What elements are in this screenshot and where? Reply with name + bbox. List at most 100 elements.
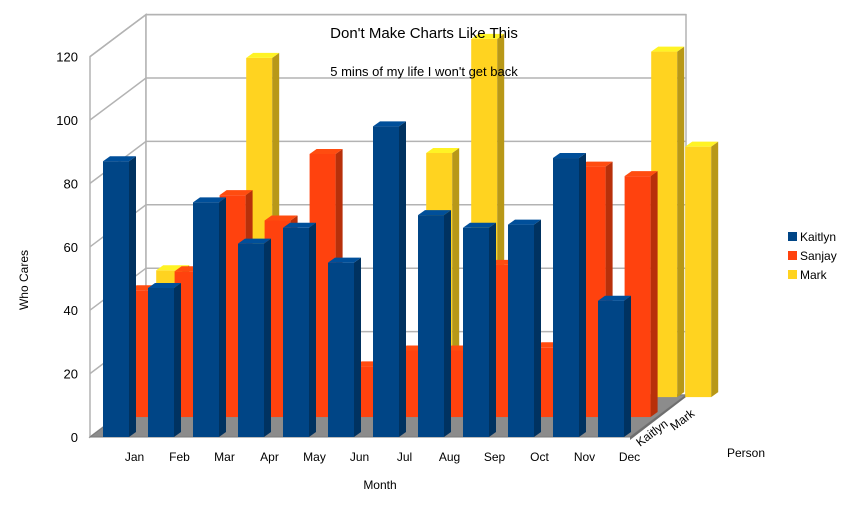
bar-top [598, 295, 631, 301]
bar-face [598, 300, 624, 437]
chart-subtitle: 5 mins of my life I won't get back [330, 64, 518, 79]
bar-kaitlyn-nov [553, 153, 586, 438]
bar-top [553, 153, 586, 159]
bar-top [418, 210, 451, 216]
bar-top [283, 222, 316, 228]
bar-side [444, 210, 451, 437]
gridline [89, 13, 686, 58]
bar-face [373, 126, 399, 437]
x-tick-label: Oct [530, 450, 549, 464]
bar-top [148, 283, 181, 289]
legend-label: Kaitlyn [800, 230, 836, 244]
bar-face [148, 288, 174, 437]
bar-kaitlyn-jan [103, 156, 136, 437]
bar-top [193, 197, 226, 203]
legend-label: Mark [800, 268, 828, 282]
bar-top [264, 215, 298, 221]
bar-side [650, 171, 658, 418]
bar-side [219, 197, 226, 437]
bar-side [399, 121, 406, 437]
bar-face [685, 146, 712, 398]
bar-top [103, 156, 136, 162]
depth-tick-label: Mark [667, 406, 698, 434]
x-tick-label: Sep [484, 450, 506, 464]
bar-face [193, 202, 219, 437]
bar-mark-extra [685, 141, 719, 398]
x-tick-label: May [303, 450, 326, 464]
x-tick-label: Nov [574, 450, 595, 464]
x-tick-label: Jan [125, 450, 144, 464]
x-tick-label: Aug [439, 450, 460, 464]
bar-kaitlyn-dec [598, 295, 631, 437]
bar-side [354, 257, 361, 437]
bar-side [579, 153, 586, 438]
gridline [89, 77, 686, 121]
bar-top [373, 121, 406, 127]
legend-label: Sanjay [800, 249, 837, 263]
bar-side [309, 222, 316, 437]
bar-face [238, 243, 264, 437]
legend-swatch [788, 270, 797, 279]
bar-top [579, 161, 613, 167]
bar-kaitlyn-oct [508, 219, 541, 437]
legend-swatch [788, 251, 797, 260]
bar-top [463, 222, 496, 228]
legend-swatch [788, 232, 797, 241]
bar-side [711, 141, 719, 398]
y-tick-label: 120 [56, 50, 78, 65]
floor-edge [630, 395, 686, 440]
y-tick-label: 60 [64, 240, 78, 255]
bar-kaitlyn-apr [238, 238, 271, 437]
bar-top [685, 141, 719, 147]
bar-top [246, 52, 280, 58]
bar-side [174, 283, 181, 437]
bar-top [328, 257, 361, 263]
bar-kaitlyn-sep [463, 222, 496, 437]
z-axis-label: Person [727, 446, 765, 460]
chart-bars [103, 33, 719, 438]
x-tick-label: Feb [169, 450, 190, 464]
y-tick-label: 80 [64, 176, 78, 191]
bar-top [238, 238, 271, 244]
bar-side [452, 148, 460, 398]
bar-side [489, 222, 496, 437]
bar-face [418, 215, 444, 437]
x-tick-label: Mar [214, 450, 235, 464]
bar-face [463, 227, 489, 437]
bar-kaitlyn-may [283, 222, 316, 437]
bar-kaitlyn-aug [418, 210, 451, 437]
bar-top [624, 171, 658, 177]
bar-side [264, 238, 271, 437]
bar-kaitlyn-jul [373, 121, 406, 437]
bar-top [426, 148, 460, 154]
bar-side [534, 219, 541, 437]
bar-top [219, 190, 253, 196]
chart-title: Don't Make Charts Like This [330, 25, 518, 42]
bar-face [328, 262, 354, 437]
bar-kaitlyn-mar [193, 197, 226, 437]
y-tick-label: 0 [71, 430, 78, 445]
y-tick-label: 20 [64, 367, 78, 382]
x-tick-label: Jul [397, 450, 412, 464]
bar-face [103, 161, 129, 437]
bar-kaitlyn-jun [328, 257, 361, 437]
bar-top [471, 33, 505, 39]
bar-top [309, 148, 343, 154]
bar-face [508, 224, 534, 437]
bar-side [624, 295, 631, 437]
y-axis-label: Who Cares [17, 250, 31, 310]
bar-top [651, 46, 685, 52]
bar-face [283, 227, 309, 437]
x-tick-label: Jun [350, 450, 369, 464]
bar-top [508, 219, 541, 225]
x-tick-label: Apr [260, 450, 279, 464]
bar-side [129, 156, 136, 437]
bar-side [677, 46, 685, 398]
y-tick-label: 40 [64, 303, 78, 318]
bar-kaitlyn-feb [148, 283, 181, 437]
bar-face [553, 158, 579, 438]
y-tick-label: 100 [56, 113, 78, 128]
x-axis-label: Month [363, 478, 396, 492]
legend: Kaitlyn Sanjay Mark [788, 230, 837, 282]
